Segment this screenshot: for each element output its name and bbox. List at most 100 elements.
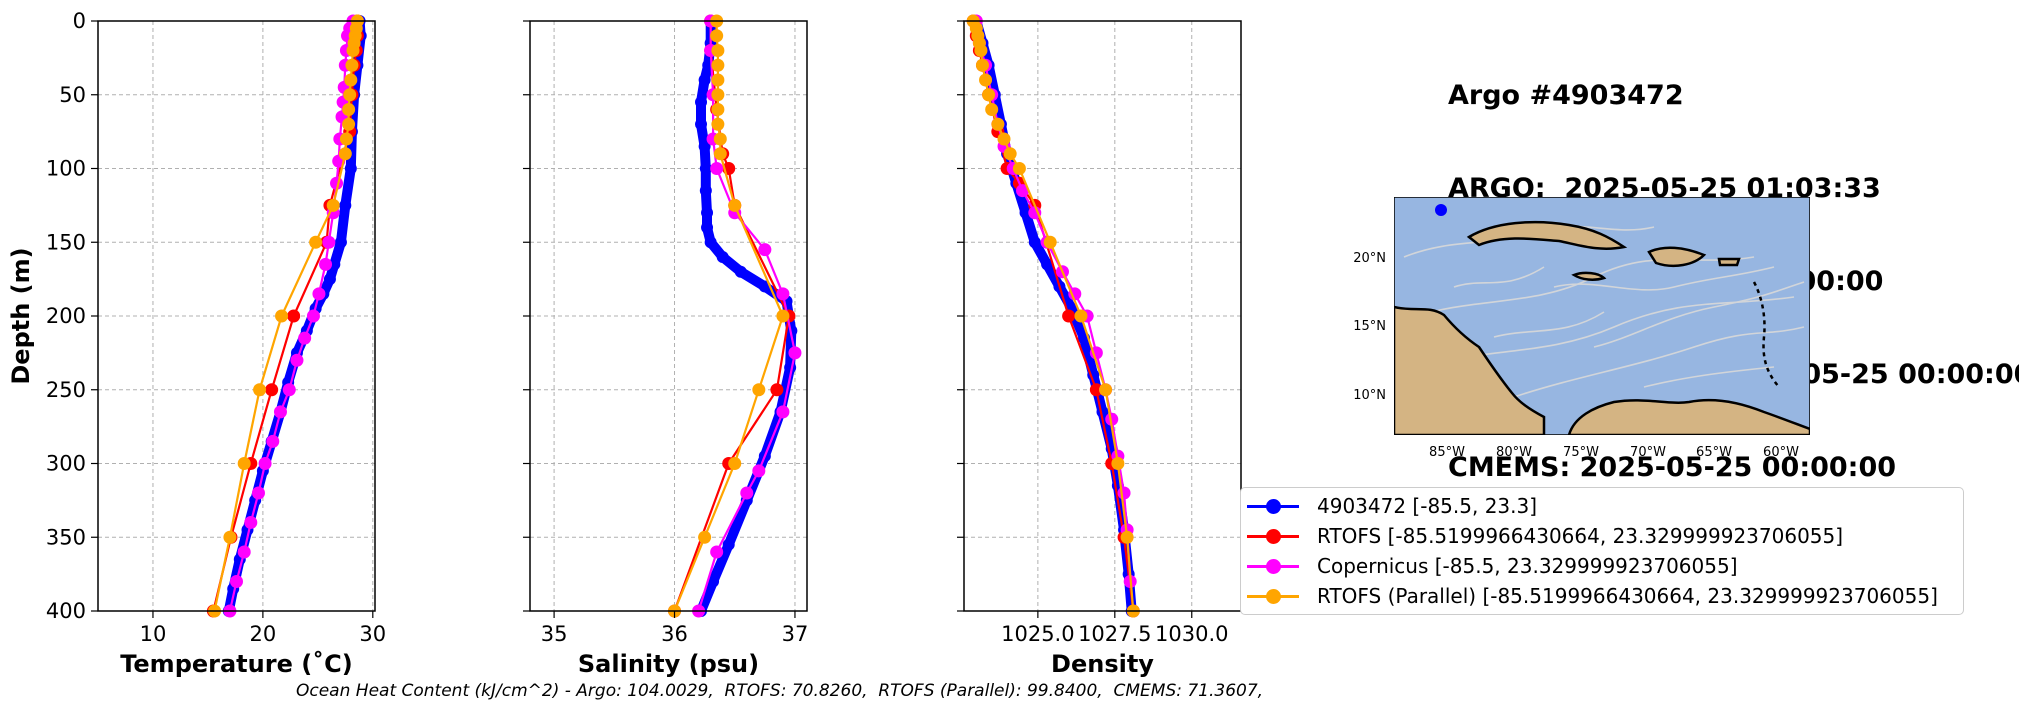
data-point (707, 575, 720, 588)
y-tick-label: 50 (59, 83, 86, 107)
data-point (339, 132, 353, 146)
y-tick-label: 150 (46, 230, 86, 254)
central-america (1392, 305, 1546, 437)
argo-float-marker (1435, 204, 1447, 216)
data-point (322, 235, 336, 249)
cuba (1466, 220, 1628, 250)
hispaniola (1647, 246, 1707, 267)
data-point (701, 221, 714, 234)
data-point (265, 383, 279, 397)
legend: 4903472 [-85.5, 23.3] RTOFS [-85.5199966… (1240, 487, 1964, 615)
data-point (740, 486, 754, 500)
data-point (698, 140, 711, 153)
x-tick-label: 1025.0 (1001, 622, 1074, 646)
lesser-antilles (1752, 281, 1780, 388)
data-point (776, 405, 790, 419)
legend-entry-rtofs: RTOFS [-85.5199966430664, 23.32999992370… (1241, 521, 1843, 551)
ocean-heat-content-footer: Ocean Heat Content (kJ/cm^2) - Argo: 104… (296, 681, 1264, 701)
data-point (290, 353, 304, 367)
data-point (1003, 147, 1017, 161)
data-point (230, 575, 243, 588)
south-america (1567, 398, 1812, 437)
data-point (251, 486, 265, 500)
data-point (287, 309, 301, 323)
data-point (328, 258, 341, 271)
map-lat-label: 20°N (1353, 251, 1386, 266)
data-point (699, 162, 712, 175)
data-point (711, 88, 725, 102)
series-line-rtofs-parallel- (673, 19, 785, 613)
data-point (342, 103, 356, 116)
data-point (338, 147, 352, 161)
data-point (266, 434, 280, 448)
legend-label-copernicus: Copernicus [-85.5, 23.329999923706055] (1317, 554, 1738, 578)
data-point (1012, 162, 1026, 175)
data-point (244, 516, 258, 529)
data-point (345, 58, 359, 72)
data-point (323, 273, 336, 286)
data-point (1043, 235, 1057, 249)
x-tick-label: 35 (541, 622, 568, 646)
map-canvas (1392, 196, 1812, 437)
data-point (282, 383, 296, 397)
data-point (334, 236, 347, 249)
profile-panel-1: 10 20 30050100150200250300350400Temperatur… (7, 9, 386, 678)
x-tick-label: 20 (250, 622, 277, 646)
map-land (1392, 220, 1812, 437)
y-tick-label: 0 (73, 9, 86, 33)
x-axis-label: Temperature (˚C) (120, 650, 353, 678)
data-point (312, 287, 326, 301)
y-tick-label: 350 (46, 525, 86, 549)
data-point (237, 545, 251, 559)
data-point (343, 88, 357, 102)
data-point (728, 198, 742, 212)
data-point (342, 117, 356, 131)
data-point (1074, 309, 1088, 323)
data-point (1062, 309, 1076, 323)
data-point (344, 162, 357, 175)
data-point (695, 118, 708, 131)
map-lon-label: 80°W (1496, 445, 1532, 460)
axes-frame (97, 20, 376, 612)
data-point (237, 457, 251, 470)
argo-float-title: Argo #4903472 (1448, 80, 1684, 111)
map-lon-label: 65°W (1696, 445, 1732, 460)
profile-panel-2: 35 36 37 Salinity (psu) (523, 14, 808, 678)
data-point (711, 73, 725, 87)
x-tick-label: 30 (359, 622, 386, 646)
legend-label-rtofs: RTOFS [-85.5199966430664, 23.32999992370… (1317, 524, 1844, 548)
data-point (776, 309, 790, 323)
data-point (991, 117, 1005, 131)
data-point (710, 545, 724, 559)
data-point (752, 383, 766, 397)
cmems-time-text: CMEMS: 2025-05-25 00:00:00 (1448, 452, 1897, 483)
map-lon-label: 75°W (1563, 445, 1599, 460)
location-map: 20°N 15°N 10°N 85°W 80°W 75°W 70°W 65°W 60°W (1353, 196, 1812, 460)
map-lat-label: 10°N (1353, 388, 1386, 403)
data-point (1105, 412, 1119, 426)
data-point (306, 309, 320, 323)
y-tick-label: 100 (46, 157, 86, 181)
data-point (253, 383, 267, 397)
data-point (1028, 236, 1041, 249)
data-point (776, 287, 790, 301)
data-point (346, 44, 360, 57)
data-point (339, 199, 352, 212)
legend-label-argo: 4903472 [-85.5, 23.3] (1317, 494, 1538, 518)
data-point (758, 243, 772, 257)
data-point (1015, 184, 1029, 198)
data-point (699, 184, 712, 197)
data-point (710, 162, 724, 175)
axes-frame (963, 20, 1242, 612)
data-point (734, 265, 747, 278)
axes-frame (529, 20, 808, 612)
x-tick-label: 36 (661, 622, 688, 646)
legend-entry-copernicus: Copernicus [-85.5, 23.329999923706055] (1241, 551, 1738, 581)
x-axis-label: Salinity (psu) (578, 650, 759, 678)
data-point (788, 346, 802, 360)
data-point (975, 58, 989, 72)
data-point (982, 88, 996, 102)
data-point (713, 132, 727, 146)
data-point (711, 58, 725, 72)
